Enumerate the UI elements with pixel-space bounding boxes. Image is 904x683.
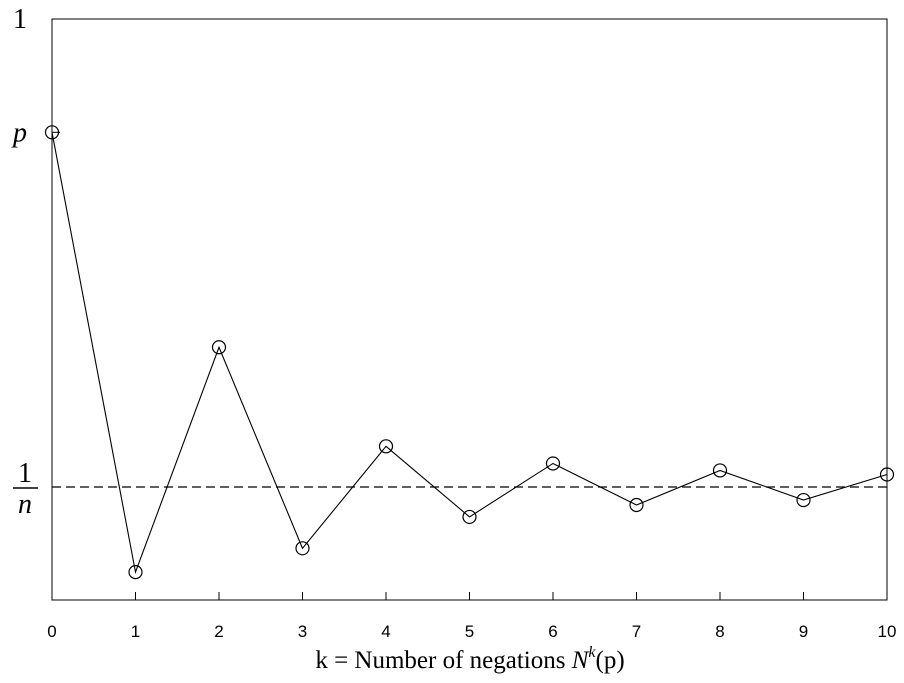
data-point-7 — [629, 497, 644, 513]
x-tick-label-8: 8 — [715, 622, 724, 641]
data-point-4 — [378, 439, 394, 454]
x-axis-label: k = Number of negations Nk(p) — [315, 644, 624, 674]
plot-area — [51, 18, 888, 601]
data-point-10 — [879, 467, 895, 482]
x-tick-layer: 0 1 2 3 4 5 6 7 8 9 10 — [47, 592, 896, 641]
x-axis-label-func: N — [571, 647, 590, 674]
x-tick-label-1: 1 — [131, 622, 140, 641]
series-layer — [51, 132, 888, 575]
x-tick-label-10: 10 — [878, 622, 897, 641]
marker-layer — [44, 125, 895, 580]
data-point-8 — [712, 463, 728, 478]
x-axis-label-sup: k — [588, 644, 596, 661]
data-point-2 — [211, 340, 227, 355]
data-point-1 — [128, 565, 143, 580]
y-tick-fraction-denominator: n — [18, 489, 32, 520]
data-point-6 — [545, 456, 561, 471]
x-tick-label-2: 2 — [214, 622, 223, 641]
data-point-9 — [796, 492, 811, 508]
y-tick-fraction-numerator: 1 — [18, 458, 32, 489]
series-line — [51, 132, 888, 575]
x-tick-label-6: 6 — [548, 622, 557, 641]
x-axis-label-arg: (p) — [596, 647, 625, 674]
x-axis-label-prefix: k = Number of negations — [315, 647, 571, 674]
data-point-5 — [462, 509, 477, 525]
x-tick-label-9: 9 — [799, 622, 808, 641]
x-tick-label-4: 4 — [381, 622, 390, 641]
y-tick-label-0: 1 — [13, 4, 27, 35]
y-tick-label-1: p — [11, 117, 27, 148]
x-tick-label-0: 0 — [47, 622, 56, 641]
data-point-3 — [295, 541, 310, 556]
x-tick-label-5: 5 — [465, 622, 474, 641]
x-tick-label-7: 7 — [632, 622, 641, 641]
x-tick-label-3: 3 — [298, 622, 307, 641]
